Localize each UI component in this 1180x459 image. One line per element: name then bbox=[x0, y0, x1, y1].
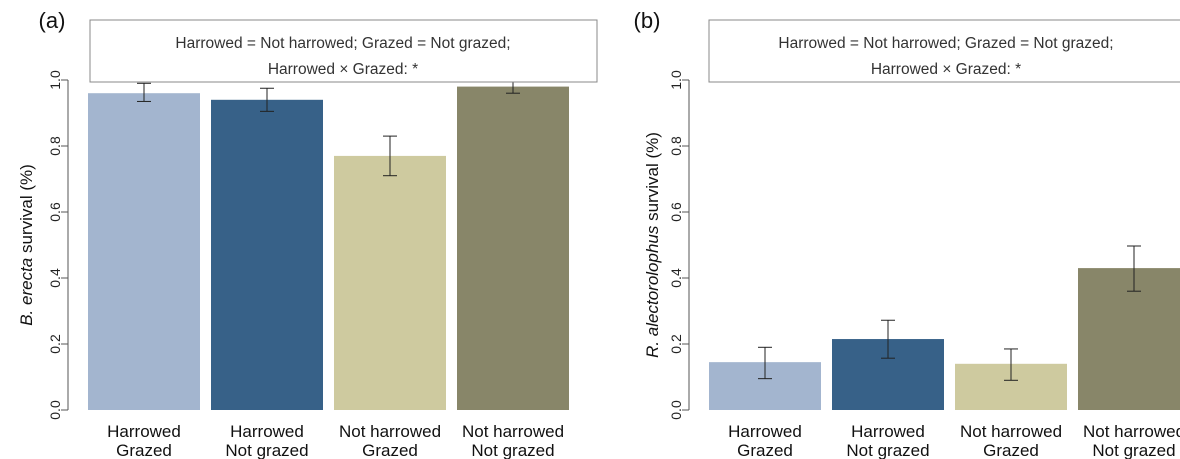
annotation-line2: Harrowed × Grazed: * bbox=[871, 61, 1021, 78]
y-tick-label: 0.8 bbox=[47, 136, 63, 156]
y-tick-label: 0.6 bbox=[47, 202, 63, 222]
category-label-line2: Grazed bbox=[983, 441, 1039, 459]
annotation-line2: Harrowed × Grazed: * bbox=[268, 61, 418, 78]
y-tick-label: 1.0 bbox=[47, 70, 63, 90]
category-label-line2: Grazed bbox=[116, 441, 172, 459]
category-label-line1: Harrowed bbox=[851, 422, 925, 441]
y-axis-label-text: survival (%) bbox=[17, 164, 36, 258]
annotation-line1: Harrowed = Not harrowed; Grazed = Not gr… bbox=[778, 35, 1113, 52]
y-tick-label: 0.8 bbox=[668, 136, 684, 156]
y-tick-label: 1.0 bbox=[668, 70, 684, 90]
category-label-line2: Grazed bbox=[737, 441, 793, 459]
y-tick-label: 0.4 bbox=[47, 268, 63, 288]
bar bbox=[88, 93, 200, 410]
bar bbox=[457, 86, 569, 410]
y-tick-label: 0.0 bbox=[668, 400, 684, 420]
y-axis-label: R. alectorolophus survival (%) bbox=[643, 132, 662, 358]
category-label-line1: Harrowed bbox=[728, 422, 802, 441]
category-label-line2: Grazed bbox=[362, 441, 418, 459]
annotation-box bbox=[89, 19, 598, 83]
category-label-line2: Not grazed bbox=[225, 441, 308, 459]
y-tick-label: 0.6 bbox=[668, 202, 684, 222]
y-tick-label: 0.2 bbox=[47, 334, 63, 354]
category-label-line1: Harrowed bbox=[107, 422, 181, 441]
panel-label: (a) bbox=[39, 8, 66, 33]
category-label-line1: Not harrowed bbox=[339, 422, 441, 441]
chart-panel-a: (a) 0.0 0.2 0.4 0.6 0.8 1.0 B. erecta survival … bbox=[17, 8, 598, 459]
panel-label: (b) bbox=[634, 8, 661, 33]
annotation-box bbox=[708, 19, 1180, 83]
bar bbox=[1078, 268, 1180, 410]
category-label-line2: Not grazed bbox=[471, 441, 554, 459]
y-axis-label-species: R. alectorolophus bbox=[643, 225, 662, 358]
bar bbox=[334, 155, 446, 410]
annotation-line1: Harrowed = Not harrowed; Grazed = Not gr… bbox=[175, 35, 510, 52]
bar bbox=[211, 99, 323, 411]
category-label-line1: Not harrowed bbox=[1083, 422, 1180, 441]
category-label-line1: Not harrowed bbox=[960, 422, 1062, 441]
category-label-line1: Not harrowed bbox=[462, 422, 564, 441]
y-tick-label: 0.2 bbox=[668, 334, 684, 354]
category-label-line2: Not grazed bbox=[846, 441, 929, 459]
y-axis-label: B. erecta survival (%) bbox=[17, 164, 36, 326]
y-tick-label: 0.4 bbox=[668, 268, 684, 288]
category-label-line1: Harrowed bbox=[230, 422, 304, 441]
category-label-line2: Not grazed bbox=[1092, 441, 1175, 459]
y-tick-label: 0.0 bbox=[47, 400, 63, 420]
y-axis-label-species: B. erecta bbox=[17, 258, 36, 326]
y-axis-label-text: survival (%) bbox=[643, 132, 662, 226]
chart-panel-b: (b) 0.0 0.2 0.4 0.6 0.8 1.0 R. alectorolophus s… bbox=[634, 8, 1180, 459]
